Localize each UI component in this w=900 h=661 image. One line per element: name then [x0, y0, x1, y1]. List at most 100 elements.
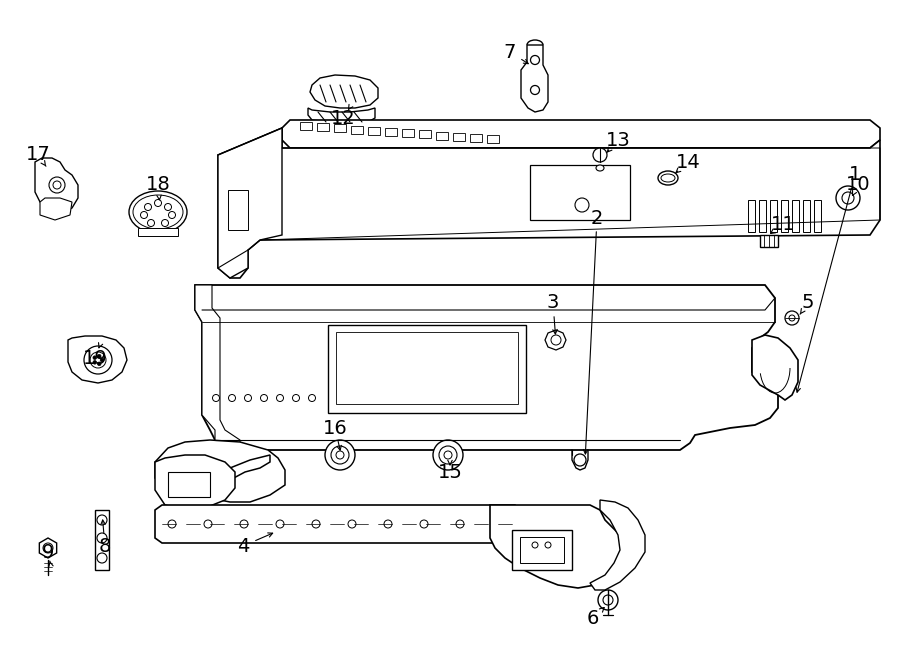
Polygon shape: [317, 123, 329, 131]
Bar: [228, 190, 248, 230]
Circle shape: [97, 533, 107, 543]
Circle shape: [212, 395, 220, 401]
Circle shape: [331, 446, 349, 464]
Circle shape: [53, 181, 61, 189]
Polygon shape: [385, 128, 397, 136]
Circle shape: [229, 395, 236, 401]
Polygon shape: [35, 158, 78, 212]
Circle shape: [140, 212, 148, 219]
Circle shape: [148, 219, 155, 227]
Circle shape: [93, 360, 96, 364]
Circle shape: [348, 520, 356, 528]
Circle shape: [165, 204, 172, 210]
Circle shape: [545, 542, 551, 548]
Ellipse shape: [658, 171, 678, 185]
Circle shape: [240, 520, 248, 528]
Circle shape: [456, 520, 464, 528]
Circle shape: [575, 198, 589, 212]
Circle shape: [842, 192, 854, 204]
Circle shape: [309, 395, 316, 401]
Text: 19: 19: [83, 348, 107, 368]
Polygon shape: [545, 330, 566, 350]
Text: 10: 10: [846, 176, 870, 194]
Circle shape: [145, 204, 151, 210]
Circle shape: [168, 212, 176, 219]
Polygon shape: [490, 505, 628, 588]
Circle shape: [574, 454, 586, 466]
Text: 15: 15: [437, 463, 463, 481]
Polygon shape: [218, 128, 880, 278]
Bar: [138, 228, 178, 236]
Polygon shape: [155, 455, 235, 510]
Bar: [803, 200, 810, 232]
Polygon shape: [40, 538, 57, 558]
Circle shape: [204, 520, 212, 528]
Circle shape: [97, 515, 107, 525]
Polygon shape: [453, 133, 465, 141]
Bar: [328, 325, 526, 413]
Circle shape: [530, 85, 539, 95]
Text: 11: 11: [770, 215, 796, 235]
Polygon shape: [419, 130, 431, 138]
Polygon shape: [402, 129, 414, 137]
Text: 18: 18: [146, 176, 170, 194]
Circle shape: [593, 148, 607, 162]
Circle shape: [532, 542, 538, 548]
Circle shape: [93, 356, 96, 360]
Circle shape: [245, 395, 251, 401]
Circle shape: [420, 520, 428, 528]
Text: 16: 16: [322, 418, 347, 438]
Ellipse shape: [596, 165, 604, 171]
Text: 8: 8: [99, 537, 112, 557]
Circle shape: [336, 451, 344, 459]
Polygon shape: [368, 127, 380, 135]
Text: 4: 4: [237, 537, 249, 555]
Circle shape: [155, 200, 161, 206]
Circle shape: [276, 395, 284, 401]
Circle shape: [785, 311, 799, 325]
Text: 14: 14: [676, 153, 700, 171]
Polygon shape: [218, 128, 282, 278]
Polygon shape: [487, 136, 499, 143]
Circle shape: [292, 395, 300, 401]
Bar: [530, 165, 630, 220]
Circle shape: [161, 219, 168, 227]
Polygon shape: [351, 126, 363, 134]
Circle shape: [49, 177, 65, 193]
Circle shape: [97, 362, 101, 366]
Polygon shape: [68, 336, 127, 383]
Polygon shape: [310, 75, 378, 108]
Text: 13: 13: [606, 130, 630, 149]
Polygon shape: [521, 45, 548, 112]
Polygon shape: [155, 505, 520, 543]
Text: 9: 9: [41, 543, 54, 563]
Polygon shape: [195, 285, 778, 450]
Circle shape: [789, 315, 795, 321]
Polygon shape: [590, 500, 645, 590]
Circle shape: [276, 520, 284, 528]
Circle shape: [603, 595, 613, 605]
Circle shape: [97, 553, 107, 563]
Polygon shape: [300, 122, 312, 130]
Circle shape: [836, 186, 860, 210]
Bar: [520, 537, 564, 563]
Circle shape: [325, 440, 355, 470]
Text: 7: 7: [504, 42, 517, 61]
Bar: [792, 200, 799, 232]
Polygon shape: [752, 335, 798, 400]
Polygon shape: [308, 108, 375, 125]
Circle shape: [90, 352, 106, 368]
Circle shape: [260, 395, 267, 401]
Text: 17: 17: [25, 145, 50, 165]
Circle shape: [444, 451, 452, 459]
Ellipse shape: [129, 191, 187, 233]
Circle shape: [433, 440, 463, 470]
Bar: [512, 530, 572, 570]
Polygon shape: [155, 440, 285, 502]
Bar: [781, 200, 788, 232]
Text: 6: 6: [587, 609, 599, 627]
Text: 3: 3: [547, 293, 559, 313]
Circle shape: [551, 335, 561, 345]
Circle shape: [439, 446, 457, 464]
Bar: [336, 332, 518, 404]
